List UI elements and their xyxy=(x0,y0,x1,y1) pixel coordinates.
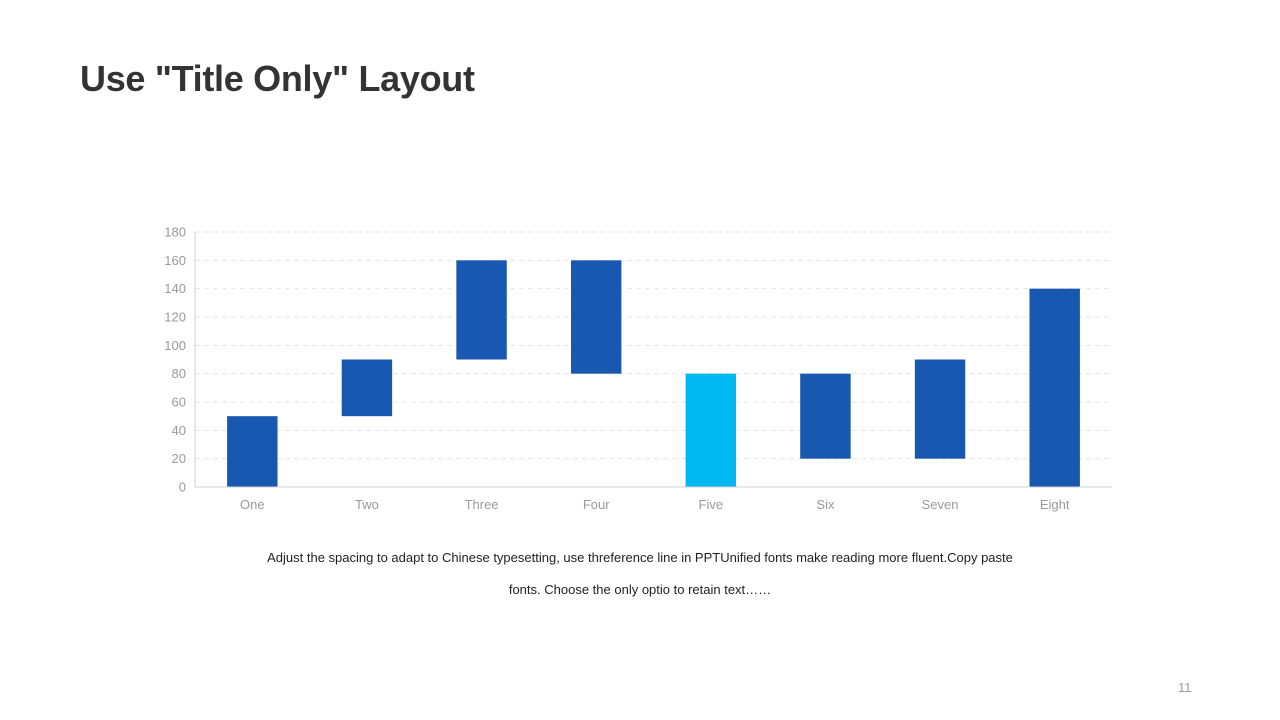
x-tick-label: Two xyxy=(355,497,379,512)
bar-four xyxy=(570,260,622,374)
bar-seven xyxy=(914,359,966,459)
bar-three xyxy=(456,260,507,360)
bar-one xyxy=(227,416,278,487)
bar-six xyxy=(800,373,851,459)
bar-two xyxy=(341,359,393,417)
y-tick-label: 140 xyxy=(164,281,186,296)
y-tick-label: 0 xyxy=(179,480,186,495)
caption-line-2: fonts. Choose the only optio to retain t… xyxy=(508,582,772,597)
y-tick-label: 60 xyxy=(172,395,186,410)
waterfall-chart: 0 20 40 60 80 100 120 140 160 180 One Two Three Four… xyxy=(164,225,1112,512)
x-tick-label: Eight xyxy=(1040,497,1070,512)
y-axis-ticks: 0 20 40 60 80 100 120 140 160 180 xyxy=(164,225,186,495)
x-axis-ticks: One Two Three Four Five Six Seven Eight xyxy=(240,497,1070,512)
x-tick-label: Four xyxy=(583,497,610,512)
y-tick-label: 180 xyxy=(164,225,186,240)
x-tick-label: Five xyxy=(699,497,724,512)
x-tick-label: One xyxy=(240,497,265,512)
y-tick-label: 40 xyxy=(172,423,186,438)
y-tick-label: 80 xyxy=(172,366,186,381)
x-tick-label: Six xyxy=(816,497,835,512)
grid-lines xyxy=(195,231,1112,460)
slide-title: Use "Title Only" Layout xyxy=(80,58,475,99)
bars xyxy=(227,260,1080,487)
y-tick-label: 20 xyxy=(172,451,186,466)
y-tick-label: 100 xyxy=(164,338,186,353)
bar-five xyxy=(685,373,737,487)
page-number: 11 xyxy=(1178,680,1192,695)
caption-line-1: Adjust the spacing to adapt to Chinese t… xyxy=(267,550,1013,565)
x-tick-label: Seven xyxy=(922,497,959,512)
y-tick-label: 120 xyxy=(164,310,186,325)
x-tick-label: Three xyxy=(465,497,499,512)
y-tick-label: 160 xyxy=(164,253,186,268)
bar-eight xyxy=(1029,288,1080,487)
